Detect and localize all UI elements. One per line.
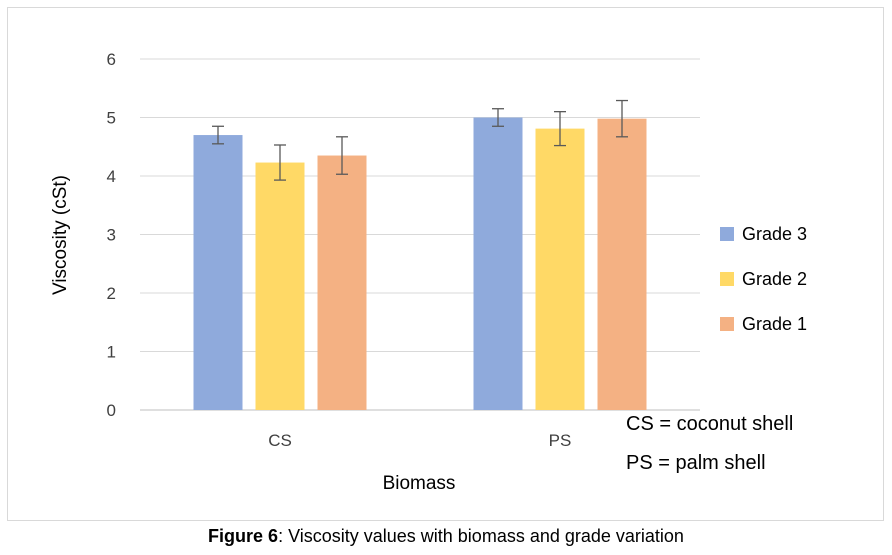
figure-caption: Figure 6: Viscosity values with biomass … [0,526,892,547]
x-axis-title: Biomass [383,473,456,494]
legend-label-grade-3: Grade 3 [742,224,807,244]
bars [193,117,647,411]
bar-grade-1-cs [317,155,367,410]
error-bar-grade-2-cs [274,144,286,181]
error-bar-grade-3-cs [212,125,224,145]
legend: Grade 3 Grade 2 Grade 1 [720,224,807,334]
error-bar-grade-3-ps [492,108,504,127]
y-tick-label-1: 1 [107,343,116,362]
y-tick-label-2: 2 [107,284,116,303]
y-tick-labels: 0 1 2 3 4 5 6 [107,50,116,420]
chart-frame [7,7,884,521]
x-tick-label-cs: CS [268,431,292,450]
bar-grade-2-ps [535,128,585,411]
error-bar-grade-2-ps [554,111,566,147]
x-tick-labels: CS PS [268,431,571,450]
legend-swatch-grade-3 [720,227,734,241]
caption-text: : Viscosity values with biomass and grad… [278,526,684,546]
y-tick-label-5: 5 [107,109,116,128]
note-palm-shell: PS = palm shell [626,452,766,474]
bar-grade-1-ps [597,118,647,411]
bar-grade-2-cs [255,162,305,410]
caption-label: Figure 6 [208,526,279,546]
y-tick-label-6: 6 [107,50,116,69]
error-bar-grade-1-cs [336,136,348,175]
legend-label-grade-1: Grade 1 [742,314,807,334]
y-axis-title: Viscosity (cSt) [50,175,71,295]
error-bar-grade-1-ps [616,99,628,138]
y-tick-label-3: 3 [107,226,116,245]
error-bars [212,99,628,181]
bar-grade-3-cs [193,135,243,411]
legend-swatch-grade-1 [720,317,734,331]
y-tick-label-0: 0 [107,401,116,420]
y-tick-label-4: 4 [107,167,116,186]
bar-grade-3-ps [473,117,523,410]
x-tick-label-ps: PS [549,431,572,450]
legend-swatch-grade-2 [720,272,734,286]
note-coconut-shell: CS = coconut shell [626,413,793,435]
legend-label-grade-2: Grade 2 [742,269,807,289]
